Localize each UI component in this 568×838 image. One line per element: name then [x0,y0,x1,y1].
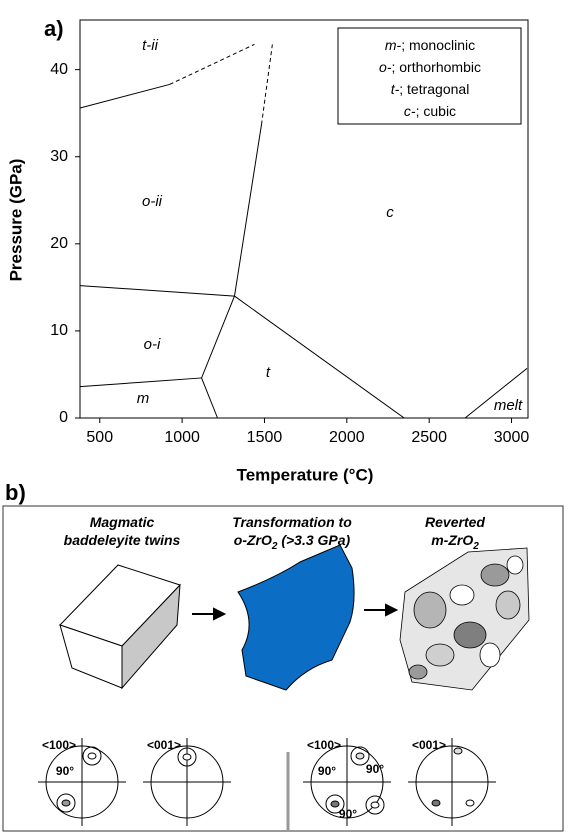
legend-entry: m-; monoclinic [385,37,475,53]
pole [331,801,339,807]
x-tick-label: 3000 [494,429,530,446]
x-tick-label: 500 [86,429,113,446]
stereonets: <100>90°<001><100>90°90°90°<001> [38,738,496,826]
phase-boundary [202,296,235,418]
y-tick-label: 30 [50,148,68,165]
y-axis-label: Pressure (GPa) [6,159,25,282]
stereonet-label: <001> [147,738,181,752]
legend-name: ; orthorhombic [391,59,480,75]
step-header: Reverted [425,514,485,530]
x-tick-label: 2000 [329,429,365,446]
pole [432,800,440,806]
pole [454,748,462,754]
stereonet-label: <100> [42,738,76,752]
step-header: baddeleyite twins [64,532,181,548]
legend-abbr: m- [385,37,402,53]
step-header: Transformation to [232,514,352,530]
region-label: melt [494,397,523,414]
y-tick-label: 10 [50,322,68,339]
region-label: c [386,204,394,221]
pole [183,754,191,760]
legend-abbr: t- [391,81,400,97]
transformed-grain [238,545,354,690]
y-tick-label: 0 [59,409,68,426]
phase-boundary [234,296,404,418]
y-tick-label: 40 [50,61,68,78]
phase-boundary [80,286,234,296]
header-part: 2 [472,541,479,552]
region-label: m [137,390,150,407]
reverted-grain [400,548,529,690]
header-part: baddeleyite twins [64,532,181,548]
header-part: Reverted [425,514,485,530]
stereonet-label: <100> [307,738,341,752]
legend-abbr: c- [404,103,416,119]
legend-name: ; monoclinic [401,37,475,53]
step-header: m-ZrO2 [431,532,479,552]
prism [60,565,180,688]
x-tick-label: 1000 [164,429,200,446]
header-part: Magmatic [90,514,155,530]
step-headers: Magmatic baddeleyite twins Transformation … [64,514,486,552]
pole [88,753,96,759]
angle-label: 90° [56,764,74,778]
pole [62,800,70,806]
legend-abbr: o- [379,59,392,75]
phase-boundary [80,378,202,387]
region-label: o-ii [142,193,163,210]
header-part: Transformation to [232,514,352,530]
step-header: Magmatic [90,514,155,530]
panel-label: a) [44,16,64,41]
header-part: m-ZrO [431,532,473,548]
angle-label: 90° [318,764,336,778]
panel-label: b) [5,480,26,505]
legend-entry: t-; tetragonal [391,81,470,97]
phase-boundary [170,44,255,84]
pole [466,800,474,806]
y-tick-label: 20 [50,235,68,252]
phase-boundary [234,125,261,297]
region-label: t [266,364,271,381]
legend-name: ; tetragonal [399,81,469,97]
legend-entry: o-; orthorhombic [379,59,481,75]
phase-boundary [262,44,273,124]
pole [356,753,364,759]
region-label: t-ii [142,37,158,54]
legend-entry: c-; cubic [404,103,456,119]
pole [371,802,379,808]
x-tick-label: 1500 [247,429,283,446]
stereonet-label: <001> [412,738,446,752]
figure: a) Temperature (°C) Pressure (GPa) m-; m… [0,0,568,838]
header-part: o-ZrO [234,532,272,548]
phase-boundary [80,84,170,108]
x-axis-label: Temperature (°C) [237,465,374,484]
angle-label: 90° [366,762,384,776]
region-label: o-i [144,336,161,353]
x-tick-label: 2500 [411,429,447,446]
legend-name: ; cubic [416,103,456,119]
